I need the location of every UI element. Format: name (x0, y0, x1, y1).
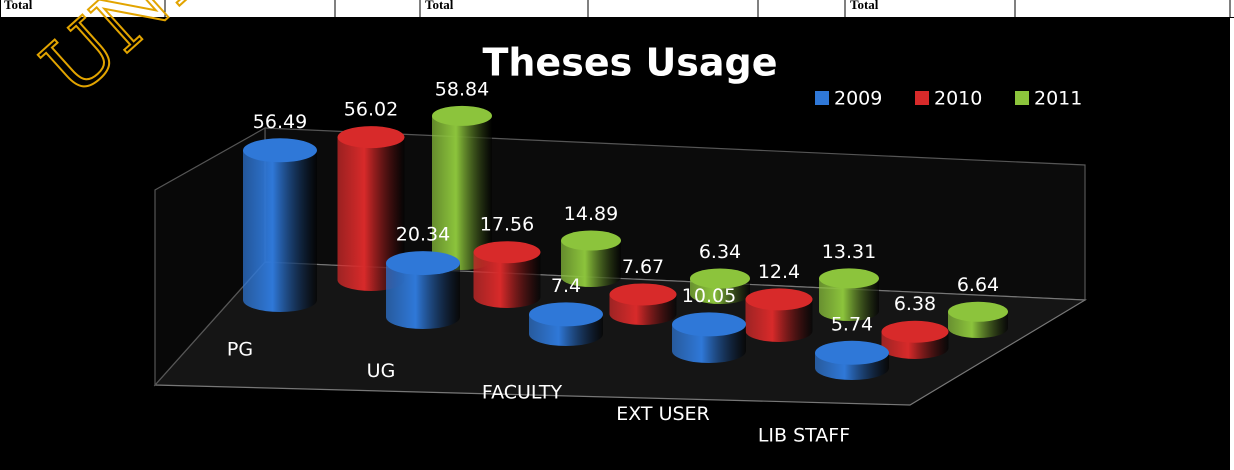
bar-body (473, 252, 541, 308)
bar-body (745, 299, 813, 342)
bar-top (881, 320, 949, 343)
bar-top (561, 230, 621, 251)
bar-top (243, 138, 317, 163)
bar-body (243, 150, 317, 312)
bar-body (561, 240, 621, 287)
bar (881, 320, 949, 359)
bar (690, 268, 750, 304)
x-tick-label: FACULTY (482, 382, 563, 404)
data-label: 56.02 (344, 99, 398, 121)
bar-body (432, 115, 492, 270)
bar (948, 301, 1008, 338)
data-label: 56.49 (253, 111, 307, 133)
data-label: 10.05 (682, 285, 736, 307)
bar-top (386, 251, 460, 276)
x-tick-label: UG (367, 360, 396, 382)
x-tick-label: EXT USER (616, 403, 710, 425)
data-label: 17.56 (480, 214, 534, 236)
legend-label: 2009 (834, 88, 882, 110)
data-label: 5.74 (831, 313, 873, 335)
data-label: 6.64 (957, 274, 999, 296)
bar-body (386, 263, 460, 329)
bar-top (473, 241, 541, 264)
bar-top (948, 301, 1008, 322)
bar (432, 105, 492, 270)
bar (609, 283, 677, 325)
table-cell: Total (850, 0, 879, 12)
bar (819, 268, 879, 321)
bar (386, 251, 460, 329)
bar (815, 340, 889, 380)
bar (561, 230, 621, 287)
table-strip (0, 0, 1234, 18)
table-cell: Total (425, 0, 454, 12)
bar-top (815, 340, 889, 365)
data-label: 12.4 (758, 261, 800, 283)
data-label: 6.38 (894, 293, 936, 315)
bar-top (690, 268, 750, 289)
bar-top (745, 288, 813, 311)
table-cell: Total (4, 0, 33, 12)
bar (672, 312, 746, 363)
x-tick-label: LIB STAFF (758, 425, 850, 447)
data-label: 58.84 (435, 78, 489, 100)
bar (337, 126, 405, 291)
bar-body (337, 137, 405, 291)
bar-top (432, 105, 492, 126)
table-lines (0, 0, 1234, 18)
legend-label: 2011 (1034, 88, 1082, 110)
bar-top (529, 302, 603, 327)
bar (529, 302, 603, 346)
bar (243, 138, 317, 312)
chart-title: Theses Usage (482, 41, 777, 85)
bar (473, 241, 541, 308)
plot: 58.84 14.89 6.34 13.31 6.64 56.02 17.56 7.67 12.… (227, 78, 1008, 447)
bar-body (819, 278, 879, 321)
data-label: 20.34 (396, 224, 450, 246)
legend: 2009 2010 2011 (815, 88, 1082, 110)
data-label: 13.31 (822, 241, 876, 263)
data-label: 14.89 (564, 203, 618, 225)
data-label: 7.67 (622, 256, 664, 278)
bar-top (819, 268, 879, 289)
x-tick-label: PG (227, 339, 253, 361)
legend-swatch (1015, 91, 1029, 105)
bar (745, 288, 813, 342)
legend-swatch (815, 91, 829, 105)
bar-top (672, 312, 746, 337)
data-label: 7.4 (551, 275, 581, 297)
legend-swatch (915, 91, 929, 105)
bar-top (337, 126, 405, 149)
data-label: 6.34 (699, 241, 741, 263)
bar-top (609, 283, 677, 306)
legend-label: 2010 (934, 88, 982, 110)
